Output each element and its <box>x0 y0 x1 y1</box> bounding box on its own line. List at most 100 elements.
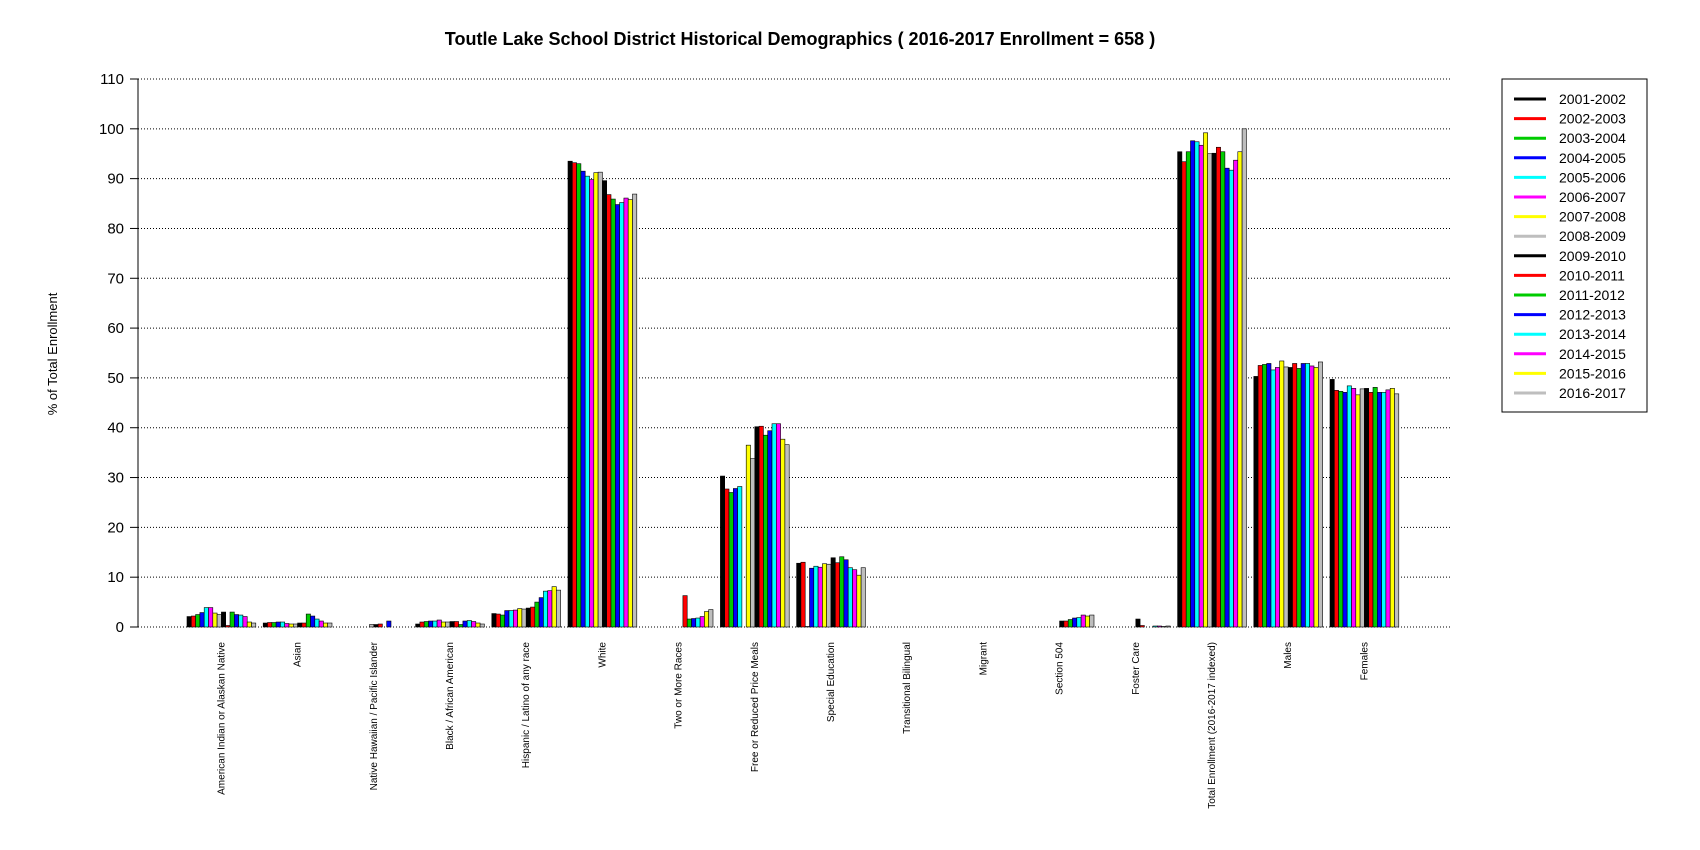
bar <box>1080 614 1086 628</box>
legend-label: 2013-2014 <box>1559 326 1626 342</box>
bar <box>576 163 582 628</box>
bar <box>538 597 544 628</box>
bar <box>314 618 320 628</box>
bar <box>691 618 697 628</box>
bar <box>475 622 481 628</box>
bar <box>699 616 705 628</box>
bar <box>1185 151 1191 628</box>
bar <box>453 621 459 628</box>
bar <box>275 621 281 628</box>
bar <box>1381 392 1387 628</box>
bar <box>1389 388 1395 628</box>
bar <box>724 488 730 628</box>
legend-label: 2004-2005 <box>1559 150 1626 166</box>
bar <box>1067 619 1073 628</box>
bar <box>547 590 553 628</box>
bar <box>1165 625 1171 628</box>
bar <box>750 458 756 628</box>
bar <box>458 624 464 628</box>
bar <box>619 202 625 628</box>
bar <box>471 621 477 628</box>
bar <box>822 563 828 628</box>
bar <box>860 567 866 628</box>
bar <box>229 611 235 628</box>
bar <box>377 623 383 628</box>
bar <box>1385 389 1391 628</box>
bar <box>423 621 429 628</box>
bar <box>1072 617 1078 628</box>
bar <box>432 620 438 628</box>
bar <box>221 611 226 628</box>
bar <box>1262 364 1268 628</box>
bar <box>732 488 738 628</box>
bar <box>843 559 849 628</box>
bar <box>584 175 590 628</box>
bar <box>543 590 549 628</box>
bar <box>720 475 726 628</box>
bar <box>1364 388 1370 628</box>
bar <box>280 621 285 628</box>
bar <box>1228 169 1234 628</box>
y-tick-label: 70 <box>107 270 124 287</box>
bar <box>203 607 209 628</box>
bar <box>521 608 527 628</box>
y-tick-label: 10 <box>107 569 124 586</box>
bar <box>327 622 333 628</box>
bar <box>445 621 451 628</box>
bar <box>830 557 836 628</box>
bar <box>1203 132 1209 628</box>
bar <box>1394 393 1400 628</box>
bar <box>246 621 252 628</box>
bar <box>208 607 214 628</box>
bar <box>500 614 505 628</box>
bar <box>415 623 421 628</box>
bar <box>1287 367 1293 628</box>
bar <box>813 565 819 628</box>
bar <box>571 162 577 628</box>
bar <box>1292 363 1298 628</box>
bar <box>369 624 375 628</box>
bar <box>1257 365 1263 628</box>
category-label: Native Hawaiian / Pacific Islander <box>369 641 380 790</box>
bar <box>754 426 760 628</box>
bar <box>708 609 714 628</box>
bar <box>242 616 248 628</box>
bar <box>1346 385 1352 628</box>
bar <box>436 619 442 628</box>
bar <box>1305 363 1311 628</box>
category-label: Total Enrollment (2016-2017 indexed) <box>1207 642 1218 809</box>
bar <box>1198 144 1204 628</box>
bar <box>373 624 379 628</box>
bar <box>441 621 446 628</box>
category-label: Asian <box>293 642 304 667</box>
bar <box>512 609 518 628</box>
bar <box>632 193 638 628</box>
bar <box>852 569 858 628</box>
bar <box>834 562 840 628</box>
bar <box>1224 167 1230 628</box>
y-axis: 0 10 20 30 40 50 60 70 80 90 100 110 <box>99 71 139 636</box>
bar <box>199 612 205 628</box>
bar <box>695 617 701 628</box>
bar <box>1139 625 1145 628</box>
bar <box>1270 369 1276 628</box>
bar <box>1309 365 1315 628</box>
bar <box>1190 140 1196 628</box>
bar <box>262 622 268 628</box>
bar <box>292 623 298 628</box>
bar <box>530 606 536 628</box>
category-label: American Indian or Alaskan Native <box>216 642 227 795</box>
bar <box>627 199 633 628</box>
y-tick-label: 0 <box>116 619 124 636</box>
bar <box>1313 367 1319 628</box>
bar <box>780 438 786 628</box>
bar <box>238 614 244 628</box>
y-tick-label: 50 <box>107 370 124 387</box>
category-label: Special Education <box>826 642 837 722</box>
y-tick-label: 90 <box>107 171 124 188</box>
chart-title: Toutle Lake School District Historical D… <box>445 29 1155 49</box>
legend: 2001-2002 2002-2003 2003-2004 2004-2005 2005… <box>1501 78 1648 413</box>
bar <box>686 618 692 628</box>
bar <box>462 620 468 628</box>
